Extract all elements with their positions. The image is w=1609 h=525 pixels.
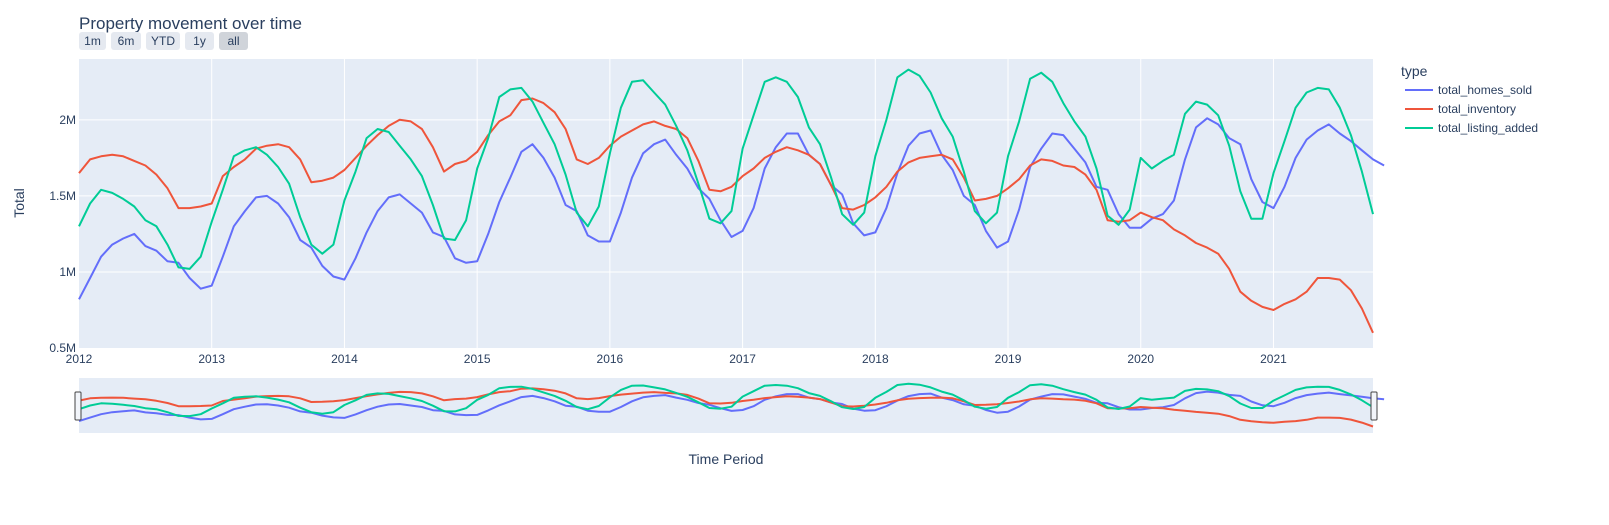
series-line-total-inventory (78, 97, 1374, 334)
range-button-all-bg (219, 32, 248, 50)
y-tick-label: 2M (59, 113, 76, 127)
range-button-1m-label: 1m (84, 34, 101, 48)
series-line-total-listing-added (78, 68, 1374, 270)
x-tick-label: 2021 (1260, 352, 1287, 366)
range-button-1y[interactable]: 1y (185, 32, 214, 50)
series-lines (78, 68, 1385, 334)
range-button-6m-bg (111, 32, 141, 50)
range-button-1y-label: 1y (193, 34, 206, 48)
range-button-6m[interactable]: 6m (111, 32, 141, 50)
range-button-all-label: all (227, 34, 239, 48)
x-tick-label: 2013 (198, 352, 225, 366)
x-tick-label: 2019 (995, 352, 1022, 366)
chart-title: Property movement over time (79, 14, 302, 33)
y-axis-title: Total (11, 188, 27, 218)
grid-lines (79, 59, 1373, 348)
legend-items: total_homes_sold total_inventory total_lis… (1405, 83, 1538, 135)
slider-line-total-listing-added (78, 382, 1374, 418)
range-button-all[interactable]: all (219, 32, 248, 50)
x-tick-label: 2018 (862, 352, 889, 366)
range-button-ytd[interactable]: YTD (146, 32, 180, 50)
y-axis-ticks: 0.5M 1M 1.5M 2M (49, 113, 76, 355)
range-button-1m[interactable]: 1m (79, 32, 106, 50)
y-tick-label: 1M (59, 265, 76, 279)
legend-label: total_inventory (1438, 102, 1516, 116)
legend: type total_homes_soldtotal_inventorytota… (1401, 63, 1538, 135)
slider-line-total-inventory (78, 387, 1374, 428)
plot-area (79, 59, 1373, 348)
range-button-6m-label: 6m (118, 34, 135, 48)
legend-label: total_homes_sold (1438, 83, 1532, 97)
x-tick-label: 2015 (464, 352, 491, 366)
legend-title: type (1401, 63, 1428, 79)
x-axis-ticks: 2012 2013 2014 2015 2016 2017 2018 2019 2020 2021 (66, 352, 1287, 366)
y-tick-label: 1.5M (49, 189, 76, 203)
range-button-1y-bg (185, 32, 214, 50)
range-button-ytd-bg (146, 32, 180, 50)
x-axis-title: Time Period (689, 451, 764, 467)
legend-item-total-homes-sold[interactable]: total_homes_sold (1405, 83, 1532, 97)
y-tick-label: 0.5M (49, 341, 76, 355)
legend-label: total_listing_added (1438, 121, 1538, 135)
range-button-ytd-label: YTD (151, 34, 175, 48)
slider-line-total-homes-sold (78, 390, 1385, 423)
range-slider-preview (78, 382, 1385, 428)
legend-item-total-inventory[interactable]: total_inventory (1405, 102, 1516, 116)
range-selector: 1m 6m YTD 1y all (79, 32, 248, 50)
x-tick-label: 2020 (1127, 352, 1154, 366)
range-slider[interactable] (74, 378, 1385, 433)
x-tick-label: 2017 (729, 352, 756, 366)
x-tick-label: 2014 (331, 352, 358, 366)
range-slider-right-handle[interactable] (1370, 391, 1378, 421)
range-slider-left-handle[interactable] (74, 391, 82, 421)
x-tick-label: 2012 (66, 352, 93, 366)
series-line-total-homes-sold (78, 117, 1385, 300)
range-button-1m-bg (79, 32, 106, 50)
legend-item-total-listing-added[interactable]: total_listing_added (1405, 121, 1538, 135)
x-tick-label: 2016 (597, 352, 624, 366)
